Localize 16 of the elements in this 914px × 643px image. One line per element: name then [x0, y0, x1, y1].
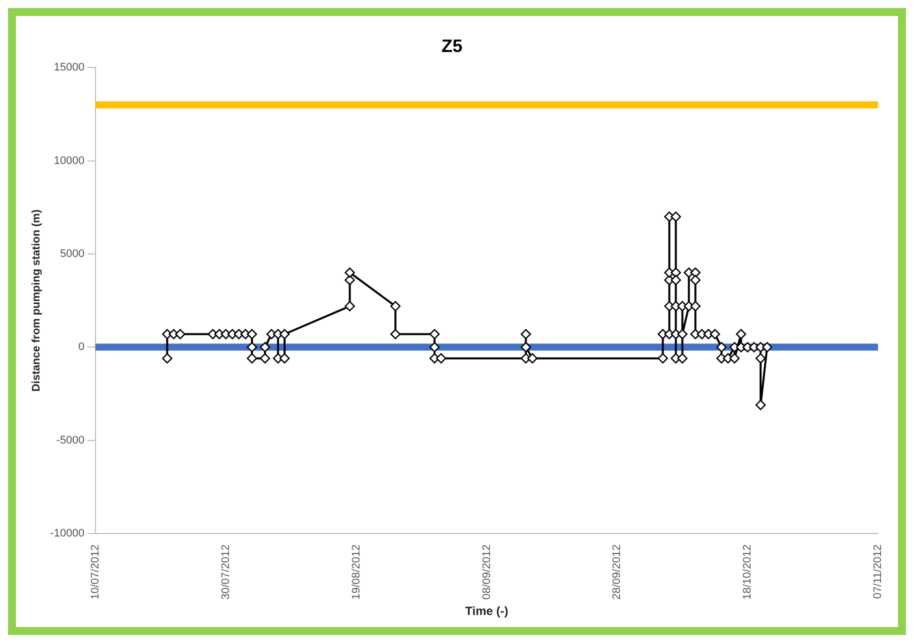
x-tick-label: 30/07/2012	[220, 544, 232, 600]
y-tick-label: 15000	[54, 62, 84, 74]
y-axis-title: Distance from pumping station (m)	[30, 209, 43, 392]
y-tick-label: 0	[78, 341, 84, 354]
x-tick-label: 08/09/2012	[480, 544, 493, 600]
x-tick-label: 07/11/2012	[872, 544, 884, 599]
y-tick-label: -5000	[56, 434, 84, 446]
x-tick-label: 18/10/2012	[742, 544, 754, 600]
y-tick-label: 5000	[60, 248, 84, 260]
y-tick-label: 10000	[54, 154, 84, 167]
y-tick-label: -10000	[50, 528, 84, 540]
chart-title: Z5	[441, 36, 463, 56]
x-tick-label: 10/07/2012	[89, 544, 102, 600]
x-tick-label: 19/08/2012	[350, 544, 362, 600]
x-axis-title: Time (-)	[465, 604, 508, 618]
x-tick-label: 28/09/2012	[611, 544, 624, 600]
